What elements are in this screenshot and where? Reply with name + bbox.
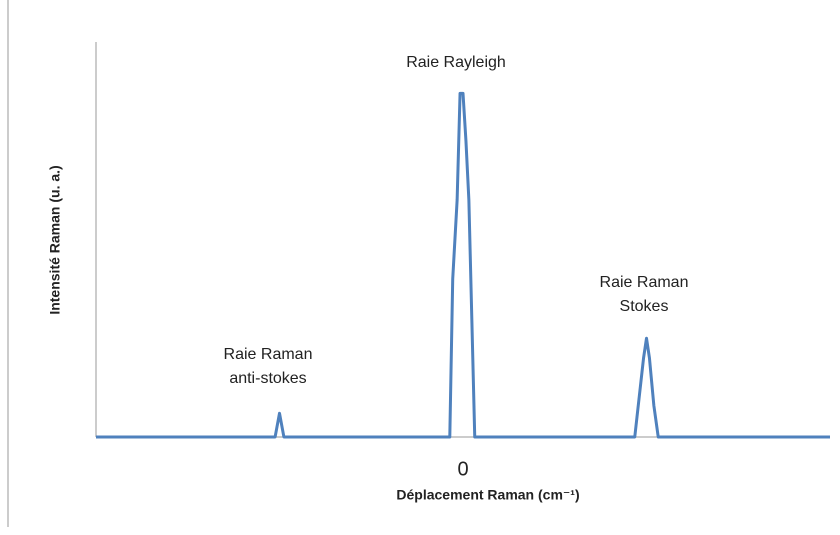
spectrum-line — [96, 91, 830, 439]
annotation: Raie Raman — [600, 274, 689, 291]
y-axis-label: Intensité Raman (u. a.) — [47, 165, 63, 314]
annotation: Raie Raman — [224, 346, 313, 363]
annotation: anti-stokes — [229, 370, 306, 387]
x-tick-label: 0 — [457, 458, 468, 480]
annotation: Stokes — [620, 298, 669, 315]
annotation: Raie Rayleigh — [406, 54, 506, 71]
x-axis-label: Déplacement Raman (cm⁻¹) — [396, 487, 579, 503]
